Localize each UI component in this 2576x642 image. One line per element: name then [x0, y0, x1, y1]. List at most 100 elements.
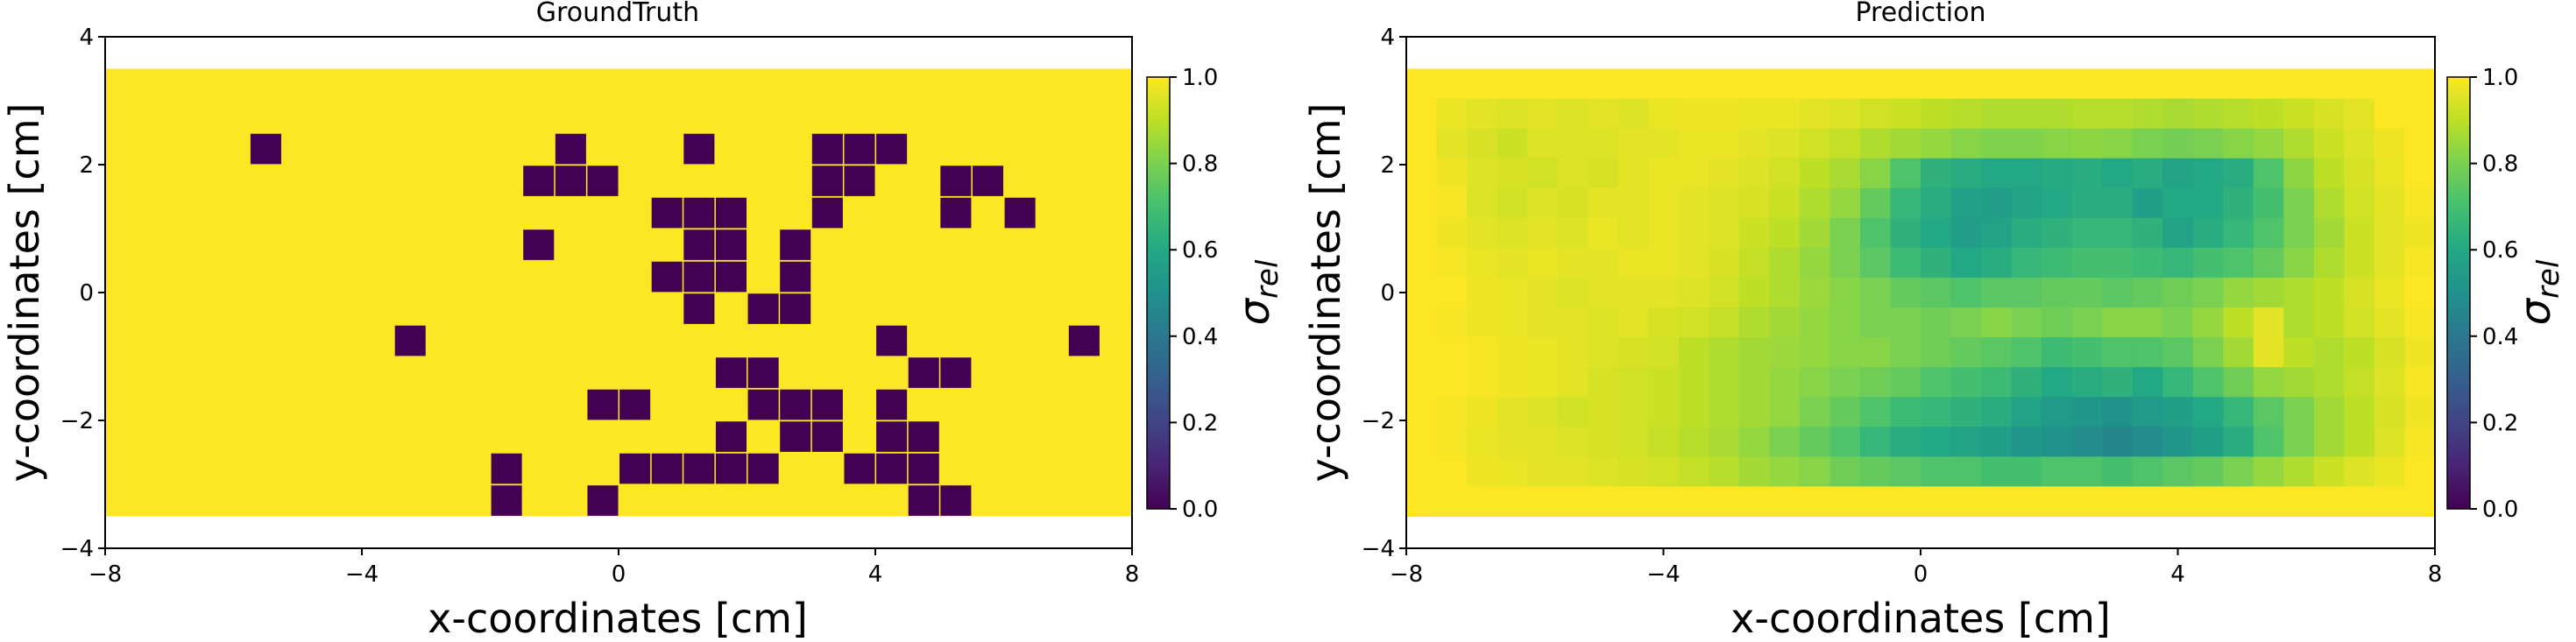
heatmap-cell [1890, 456, 1921, 488]
heatmap-cell [1406, 217, 1438, 249]
heatmap-cell [1829, 456, 1861, 488]
heatmap-cell [491, 485, 522, 516]
heatmap-cell [1588, 128, 1619, 159]
heatmap-cell [2283, 98, 2315, 130]
heatmap-cell [1406, 486, 1438, 518]
heatmap-cell [1617, 337, 1649, 368]
heatmap-cell [1859, 217, 1892, 249]
heatmap-cell [2132, 337, 2163, 368]
heatmap-cell [2374, 397, 2406, 427]
heatmap-cell [1799, 456, 1831, 488]
y-axis-ticks: −4 −2 0 2 4 [60, 25, 105, 562]
x-tick-label: 8 [2428, 561, 2443, 588]
heatmap-cell [1829, 337, 1861, 368]
heatmap-cell [1648, 187, 1680, 219]
heatmap-cell [1921, 128, 1952, 159]
heatmap-cell [1709, 187, 1740, 219]
y-tick-label: 4 [79, 25, 94, 51]
heatmap-cell [1921, 307, 1952, 338]
heatmap-cell [2042, 98, 2073, 130]
heatmap-cell [2404, 307, 2436, 338]
heatmap-cell [2102, 128, 2134, 159]
heatmap-cell [1921, 217, 1952, 249]
heatmap-cell [1678, 486, 1709, 518]
heatmap-cell [683, 261, 715, 293]
heatmap-cell [2192, 158, 2224, 189]
heatmap-cell [1557, 337, 1589, 368]
heatmap-cell [1709, 277, 1740, 308]
y-tick-label: −2 [60, 408, 94, 434]
heatmap-cell [1678, 98, 1709, 130]
heatmap-cell [1527, 277, 1559, 308]
heatmap-cell [2223, 277, 2254, 308]
heatmap-cell [844, 133, 875, 165]
heatmap-cell [1799, 98, 1831, 130]
heatmap-cell [1950, 68, 1982, 100]
heatmap-cell [1497, 98, 1528, 130]
heatmap-cell [1738, 98, 1770, 130]
heatmap-cell [2374, 68, 2406, 100]
heatmap-cell [1799, 217, 1831, 249]
heatmap-cell [844, 166, 875, 196]
heatmap-cell [876, 453, 908, 484]
heatmap-cell [1678, 217, 1709, 249]
heatmap-cell [2192, 427, 2224, 457]
colorbar-tick-label: 0.4 [2482, 324, 2518, 350]
colorbar-tick-label: 1.0 [2482, 65, 2518, 91]
heatmap-cell [1829, 277, 1861, 308]
heatmap-cell [2192, 68, 2224, 100]
heatmap-cell [2344, 187, 2375, 219]
heatmap-cell [2071, 427, 2103, 457]
heatmap-cell [2313, 427, 2346, 457]
heatmap-cell [1769, 367, 1801, 398]
heatmap-cell [1648, 217, 1680, 249]
heatmap-cell [2344, 98, 2375, 130]
heatmap-cell [1981, 456, 2013, 488]
heatmap-cell [1436, 247, 1468, 279]
heatmap-cell [523, 166, 555, 196]
heatmap-cell [1588, 397, 1619, 427]
heatmap-cell [1738, 397, 1770, 427]
heatmap-cell [1467, 68, 1498, 100]
heatmap-cell [1678, 247, 1709, 279]
heatmap-cell [1890, 158, 1921, 189]
heatmap-cell [2223, 337, 2254, 368]
heatmap-cell [1004, 197, 1036, 229]
heatmap-cell [2313, 486, 2346, 518]
heatmap-cell [1678, 427, 1709, 457]
heatmap-cell [1467, 427, 1498, 457]
colorbar-tick-label: 1.0 [1182, 65, 1218, 91]
heatmap-cell [1588, 486, 1619, 518]
heatmap-cell [1738, 486, 1770, 518]
heatmap-cell [2102, 486, 2134, 518]
heatmap-cell [2042, 456, 2073, 488]
heatmap-cell [1617, 128, 1649, 159]
heatmap-cell [2042, 277, 2073, 308]
heatmap-cell [1648, 128, 1680, 159]
heatmap-cell [683, 453, 715, 484]
heatmap-cell [2162, 277, 2194, 308]
heatmap-cell [1799, 397, 1831, 427]
heatmap-cell [2404, 367, 2436, 398]
heatmap-cell [1436, 427, 1468, 457]
heatmap-cell [2374, 158, 2406, 189]
heatmap-cell [1769, 187, 1801, 219]
x-tick-label: −8 [88, 561, 122, 588]
heatmap-cell [2253, 456, 2284, 488]
heatmap-cell [908, 453, 939, 484]
heatmap-cell [2223, 217, 2254, 249]
heatmap-cell [2102, 367, 2134, 398]
heatmap-cell [1769, 397, 1801, 427]
heatmap-cell [2283, 307, 2315, 338]
heatmap-cell [1950, 307, 1982, 338]
heatmap-cell [2344, 397, 2375, 427]
heatmap-cell [2042, 486, 2073, 518]
x-tick-label: 0 [612, 561, 626, 588]
heatmap-cell [1738, 427, 1770, 457]
heatmap-cell [2374, 456, 2406, 488]
heatmap-cell [747, 357, 779, 388]
colorbar-label: σrel [1230, 259, 1285, 325]
heatmap-cell [2071, 337, 2103, 368]
heatmap-cell [2132, 277, 2163, 308]
heatmap-cell [1829, 68, 1861, 100]
